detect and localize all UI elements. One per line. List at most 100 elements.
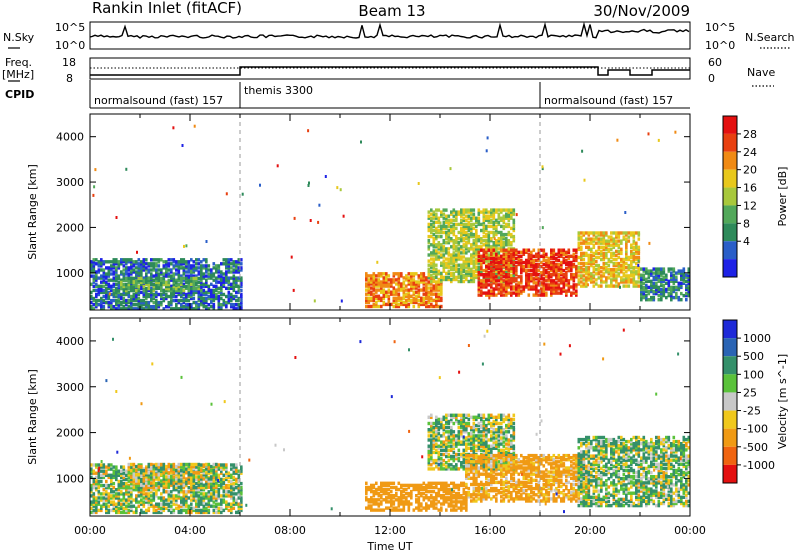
data-cell — [145, 496, 148, 500]
data-cell — [92, 274, 96, 278]
data-cell — [132, 276, 136, 281]
data-cell — [197, 258, 201, 262]
data-cell — [465, 271, 468, 276]
data-cell — [485, 234, 488, 239]
data-cell — [457, 273, 461, 278]
data-cell — [602, 266, 606, 270]
data-cell — [222, 477, 226, 482]
colorbar-swatch — [723, 133, 737, 152]
data-cell — [162, 485, 166, 489]
data-cell — [442, 265, 446, 269]
data-cell — [185, 264, 188, 268]
data-cell — [117, 260, 121, 264]
data-cell — [480, 237, 483, 241]
data-cell — [465, 265, 468, 269]
data-cell — [115, 288, 118, 293]
data-cell — [490, 220, 493, 224]
data-cell — [520, 254, 523, 258]
data-cell — [382, 282, 386, 286]
data-cell — [572, 262, 576, 267]
data-cell — [370, 280, 373, 284]
data-cell — [232, 262, 236, 266]
data-cell — [110, 477, 113, 482]
data-cell — [510, 273, 513, 278]
data-cell — [467, 224, 471, 229]
data-cell — [182, 282, 186, 286]
data-cell — [142, 479, 146, 483]
data-cell — [462, 243, 466, 247]
data-cell — [205, 475, 208, 479]
data-cell — [122, 481, 126, 486]
data-cell — [435, 243, 438, 247]
cpid-segment-label: themis 3300 — [244, 84, 313, 97]
data-cell — [187, 473, 191, 477]
data-cell — [637, 276, 641, 280]
data-cell — [567, 281, 571, 285]
data-cell — [430, 298, 433, 303]
data-cell — [122, 510, 126, 515]
data-cell — [642, 295, 646, 300]
data-cell — [662, 271, 666, 275]
data-cell — [387, 296, 391, 300]
data-cell — [425, 282, 428, 286]
data-cell — [97, 303, 101, 307]
data-cell — [212, 290, 216, 295]
data-cell — [530, 256, 533, 261]
data-cell — [175, 473, 178, 477]
data-cell — [157, 260, 161, 264]
data-cell — [382, 284, 386, 288]
data-cell — [405, 274, 408, 278]
data-cell — [180, 471, 183, 475]
data-cell — [230, 284, 233, 288]
data-cell — [235, 278, 238, 282]
data-cell — [192, 467, 196, 471]
data-cell — [110, 266, 113, 270]
data-cell — [480, 228, 483, 233]
scatter-cell — [648, 241, 651, 245]
data-cell — [402, 300, 406, 305]
data-cell — [167, 485, 171, 489]
data-cell — [482, 234, 486, 239]
data-cell — [562, 289, 566, 293]
data-cell — [167, 492, 171, 496]
data-cell — [145, 278, 148, 283]
data-cell — [587, 245, 591, 249]
data-cell — [175, 268, 178, 272]
data-cell — [492, 281, 496, 285]
data-cell — [202, 266, 206, 270]
data-cell — [177, 260, 181, 264]
data-cell — [150, 268, 153, 272]
data-cell — [90, 266, 93, 270]
data-cell — [400, 284, 403, 288]
data-cell — [215, 276, 218, 280]
data-cell — [172, 292, 176, 297]
data-cell — [137, 479, 141, 483]
data-cell — [125, 268, 128, 272]
data-cell — [437, 251, 441, 255]
data-cell — [565, 279, 568, 283]
data-cell — [377, 298, 381, 303]
data-cell — [92, 477, 96, 482]
data-cell — [90, 296, 93, 301]
data-cell — [152, 258, 156, 262]
data-cell — [190, 266, 193, 270]
data-cell — [557, 250, 561, 254]
data-cell — [227, 475, 231, 480]
data-cell — [152, 498, 156, 502]
data-cell — [125, 473, 128, 477]
data-cell — [507, 291, 511, 295]
data-cell — [185, 270, 188, 274]
data-cell — [440, 228, 443, 233]
data-cell — [382, 278, 386, 282]
data-cell — [595, 259, 598, 264]
data-cell — [467, 234, 471, 239]
data-cell — [490, 218, 493, 222]
data-cell — [567, 254, 571, 258]
data-cell — [147, 471, 151, 475]
data-cell — [97, 264, 101, 268]
data-cell — [122, 272, 126, 276]
data-cell — [455, 226, 458, 231]
data-cell — [645, 289, 648, 294]
data-cell — [145, 305, 148, 309]
data-cell — [187, 288, 191, 293]
